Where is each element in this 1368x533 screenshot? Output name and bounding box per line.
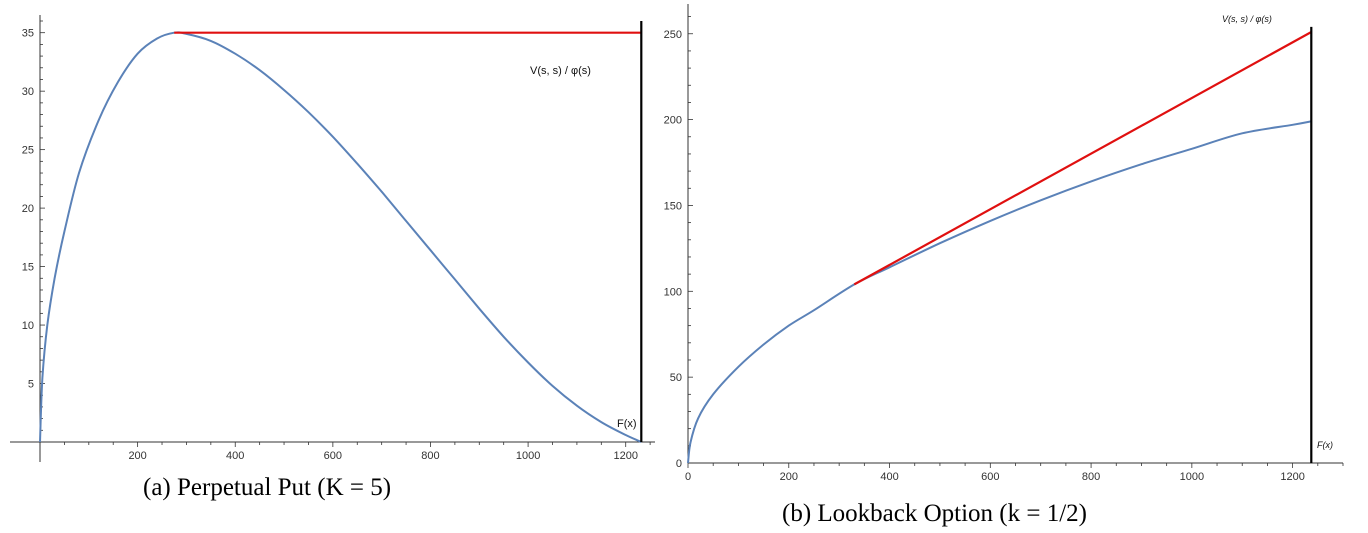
a-y-tick-label: 20	[22, 203, 34, 215]
b-x-tick-label: 1200	[1280, 471, 1304, 483]
b-vertical-label: F(x)	[1317, 440, 1333, 450]
b-y-tick-label: 200	[664, 115, 682, 127]
caption-lookback-option: (b) Lookback Option (k = 1/2)	[782, 500, 1088, 527]
chart-lookback-option: 0 200 400 600 800 1000 1200 0 50 100 150 200 250 V(s,…	[664, 4, 1344, 483]
a-x-tick-label: 1200	[613, 450, 637, 462]
b-series-tangent	[853, 31, 1312, 286]
a-y-tick-label: 10	[22, 320, 34, 332]
b-y-tick-label: 150	[664, 200, 682, 212]
b-y-tick-label: 0	[676, 458, 682, 470]
b-y-tick-label: 100	[664, 286, 682, 298]
a-x-tick-label: 600	[324, 450, 342, 462]
b-x-tick-label: 200	[780, 471, 798, 483]
b-y-tick-label: 50	[670, 372, 682, 384]
a-y-tick-label: 15	[22, 262, 34, 274]
b-series-curve	[687, 120, 1312, 464]
a-y-tick-label: 30	[22, 86, 34, 98]
a-x-tick-label: 200	[128, 450, 146, 462]
a-vertical-label: F(x)	[617, 418, 637, 430]
caption-perpetual-put: (a) Perpetual Put (K = 5)	[143, 474, 392, 501]
b-x-tick-label: 1000	[1180, 471, 1204, 483]
b-line-label: V(s, s) / φ(s)	[1222, 14, 1272, 24]
a-x-tick-label: 400	[226, 450, 244, 462]
a-y-tick-label: 5	[28, 379, 34, 391]
chart-perpetual-put: 200 400 600 800 1000 1200 5 10 15 20 25 30 35 V(s, s)…	[10, 15, 655, 462]
a-y-tick-label: 25	[22, 145, 34, 157]
a-x-tick-label: 1000	[516, 450, 540, 462]
b-x-tick-label: 0	[685, 471, 691, 483]
a-line-label: V(s, s) / φ(s)	[530, 65, 591, 77]
b-x-tick-label: 800	[1082, 471, 1100, 483]
b-y-tick-label: 250	[664, 29, 682, 41]
b-x-tick-label: 400	[880, 471, 898, 483]
b-x-tick-label: 600	[981, 471, 999, 483]
a-y-tick-label: 35	[22, 28, 34, 40]
a-series-curve	[39, 31, 642, 443]
a-x-tick-label: 800	[421, 450, 439, 462]
